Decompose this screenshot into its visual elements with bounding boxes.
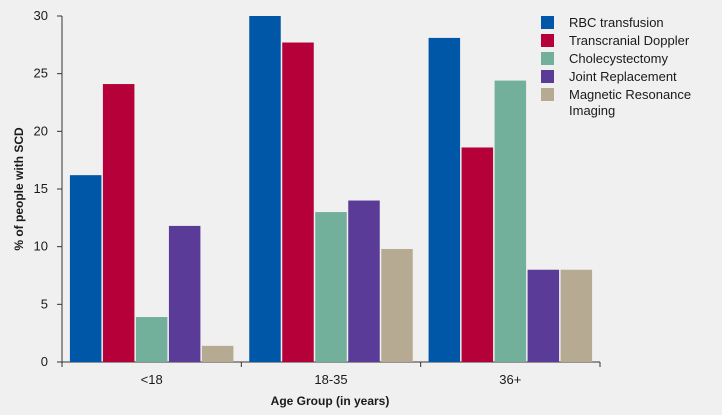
y-axis: 0 5 10 15 20 25 30 <box>34 8 63 369</box>
y-tick-label: 25 <box>34 66 48 81</box>
legend-swatch <box>541 70 554 83</box>
legend-label: Imaging <box>569 103 615 118</box>
bar <box>560 269 593 362</box>
legend-label: Cholecystectomy <box>569 51 668 66</box>
x-tick-label: 18-35 <box>314 372 347 387</box>
x-axis: <18 18-35 36+ <box>61 361 601 387</box>
y-tick-label: 0 <box>41 354 48 369</box>
bar <box>282 42 314 362</box>
bar <box>428 37 461 363</box>
legend-swatch <box>541 16 554 29</box>
legend-label: Transcranial Doppler <box>569 33 690 48</box>
legend-label: RBC transfusion <box>569 15 664 30</box>
bar <box>381 248 413 362</box>
x-tick-label: <18 <box>141 372 163 387</box>
bar <box>249 16 281 362</box>
bars <box>69 16 593 363</box>
y-tick-label: 5 <box>41 296 48 311</box>
x-tick-label: 36+ <box>499 372 521 387</box>
x-axis-title: Age Group (in years) <box>271 394 390 408</box>
legend-label: Joint Replacement <box>569 69 677 84</box>
y-tick-label: 10 <box>34 239 48 254</box>
bar <box>102 84 135 363</box>
bar <box>168 225 201 362</box>
legend-label: Magnetic Resonance <box>569 87 691 102</box>
bar <box>348 200 380 362</box>
bar <box>69 175 102 362</box>
bar <box>201 345 234 362</box>
y-tick-label: 20 <box>34 123 48 138</box>
legend-swatch <box>541 88 554 101</box>
legend-swatch <box>541 34 554 47</box>
bar <box>315 212 347 362</box>
bar <box>494 80 527 362</box>
bar <box>461 147 494 362</box>
bar <box>527 269 560 362</box>
legend-swatch <box>541 52 554 65</box>
y-axis-title: % of people with SCD <box>12 127 26 251</box>
y-tick-label: 30 <box>34 8 48 23</box>
bar <box>135 317 168 362</box>
legend: RBC transfusion Transcranial Doppler Chole… <box>541 15 691 118</box>
y-tick-label: 15 <box>34 181 48 196</box>
